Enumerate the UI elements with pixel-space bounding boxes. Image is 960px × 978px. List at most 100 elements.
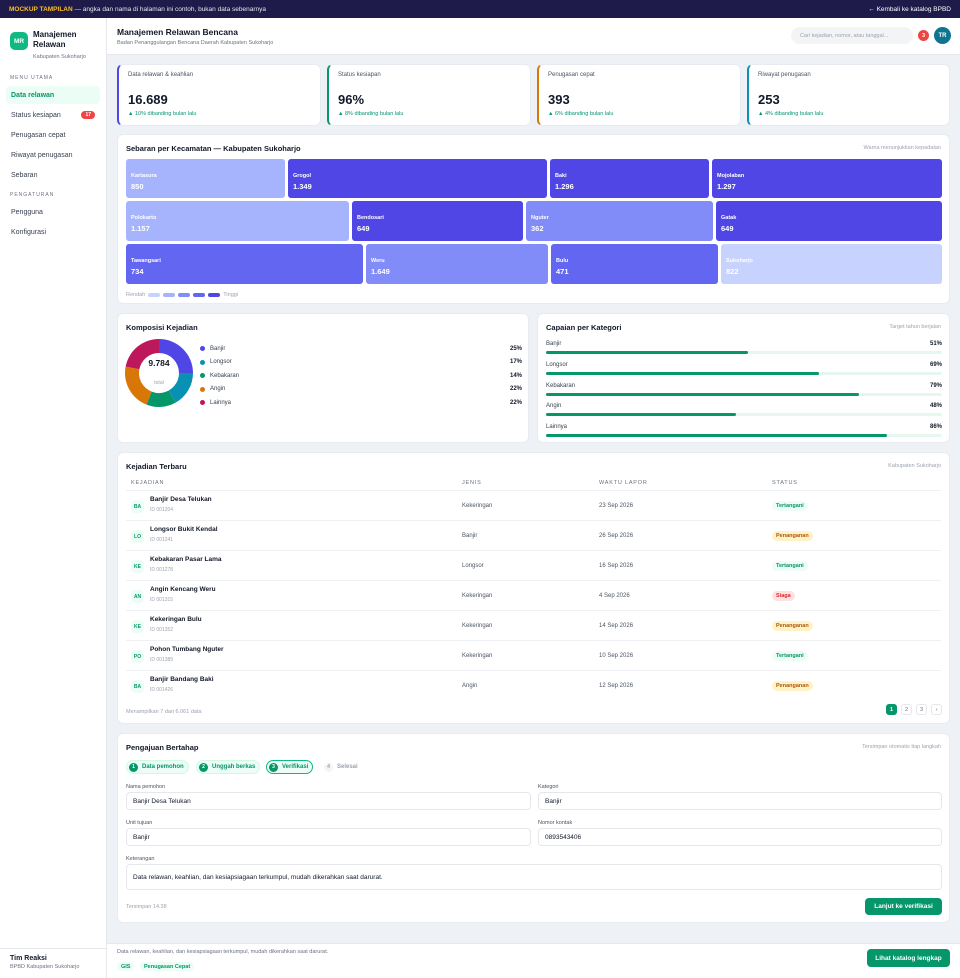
incident-time: 23 Sep 2026 [599,503,634,509]
table-row[interactable]: PO Pohon Tumbang Nguter ID 001389 Kekeringa… [126,640,941,670]
user-avatar[interactable]: TR [934,27,951,44]
progress-fill [546,434,887,437]
incident-time: 12 Sep 2026 [599,683,634,689]
tile-grogol[interactable]: Grogol 1.349 [288,159,547,198]
incident-name: Kebakaran Pasar Lama [150,556,222,563]
view-catalog-button[interactable]: Lihat katalog lengkap [867,949,950,967]
page-1-button[interactable]: 1 [886,704,897,715]
legend-row-lainnya: Lainnya 22% [200,396,522,410]
tag-penugasan-cepat: Penugasan Cepat [140,962,195,971]
tile-name: Weru [371,258,385,264]
sidebar-item-konfigurasi[interactable]: Konfigurasi [6,223,100,241]
sidebar-item-penugasan-cepat[interactable]: Penugasan cepat [6,126,100,144]
table-row[interactable]: LO Longsor Bukit Kendal ID 001241 Banjir 26 … [126,520,941,550]
status-badge: Siaga [772,591,795,601]
sidebar-item-label: Konfigurasi [11,228,47,236]
stat-value: 16.689 [128,92,168,107]
column-header-kejadian[interactable]: KEJADIAN [131,480,165,486]
tile-value: 1.349 [293,182,312,191]
legend-swatch [178,293,191,297]
incident-id: ID 001352 [150,627,174,633]
page-2-button[interactable]: 2 [901,704,912,715]
legend-row-banjir: Banjir 25% [200,342,522,356]
next-verify-button[interactable]: Lanjut ke verifikasi [865,898,942,915]
step-number: 1 [129,762,138,772]
step-label: Data pemohon [142,764,184,770]
sidebar-item-status-kesiapan[interactable]: Status kesiapan 17 [6,106,100,124]
keterangan-textarea[interactable]: Data relawan, keahlian, dan kesiapsiagaa… [126,864,942,890]
tile-baki[interactable]: Baki 1.296 [550,159,709,198]
tile-name: Bulu [556,258,569,264]
next-page-button[interactable]: › [931,704,942,715]
tile-weru[interactable]: Weru 1.649 [366,244,548,284]
stat-card-status-kesiapan: Status kesiapan 96% ▲ 8% dibanding bulan… [327,64,531,126]
progress-label: Longsor [546,362,568,368]
stat-label: Penugasan cepat [548,72,595,78]
tile-nguter[interactable]: Nguter 362 [526,201,713,241]
tile-tawangsari[interactable]: Tawangsari 734 [126,244,363,284]
stat-label: Data relawan & keahlian [128,72,194,78]
donut-slice-lainnya [125,339,159,370]
legend-swatch [163,293,176,297]
legend-row-kebakaran: Kebakaran 14% [200,369,522,383]
progress-fill [546,372,820,375]
progress-fill [546,413,737,416]
step-verifikasi[interactable]: 3 Verifikasi [266,760,314,774]
page-footer: Data relawan, keahlian, dan kesiapsiagaa… [107,943,960,978]
sidebar-item-riwayat-penugasan[interactable]: Riwayat penugasan [6,146,100,164]
stat-value: 96% [338,92,365,107]
tile-kartasura[interactable]: Kartasura 850 [126,159,285,198]
mockup-note: — angka dan nama di halaman ini contoh, … [74,5,267,13]
mockup-notice: MOCKUP TAMPILAN — angka dan nama di hala… [9,6,266,13]
incident-id: ID 001278 [150,567,174,573]
tile-polokarto[interactable]: Polokarto 1.157 [126,201,349,241]
table-row[interactable]: AN Angin Kencang Weru ID 001315 Kekeringan 4… [126,580,941,610]
step-data-pemohon[interactable]: 1 Data pemohon [126,760,189,774]
table-row[interactable]: KE Kebakaran Pasar Lama ID 001278 Longsor 16… [126,550,941,580]
incident-name: Longsor Bukit Kendal [150,526,218,533]
table-row[interactable]: BA Banjir Bandang Baki ID 001426 Angin 12 Se… [126,670,941,700]
column-header-jenis[interactable]: JENIS [462,480,482,486]
column-header-waktu[interactable]: WAKTU LAPOR [599,480,648,486]
nama-pemohon-field[interactable]: Banjir Desa Telukan [126,792,531,810]
treemap-card: Sebaran per Kecamatan — Kabupaten Sukoha… [117,134,950,304]
unit-tujuan-field[interactable]: Banjir [126,828,531,846]
incident-name: Pohon Tumbang Nguter [150,646,224,653]
sidebar-item-pengguna[interactable]: Pengguna [6,203,100,221]
legend-dot [200,386,205,392]
column-header-status[interactable]: STATUS [772,480,798,486]
back-to-catalog-link[interactable]: ← Kembali ke katalog BPBD [868,5,951,13]
tile-sukoharjo[interactable]: Sukoharjo 822 [721,244,942,284]
legend-dot [200,373,205,379]
nomor-kontak-label: Nomor kontak [538,820,573,826]
tile-value: 822 [726,267,739,276]
notification-badge[interactable]: 3 [918,30,929,41]
step-unggah-berkas[interactable]: 2 Unggah berkas [196,760,261,774]
tile-bulu[interactable]: Bulu 471 [551,244,718,284]
kategori-field[interactable]: Banjir [538,792,942,810]
sidebar: MR Manajemen Relawan Kabupaten Sukoharjo… [0,18,107,978]
tile-mojolaban[interactable]: Mojolaban 1.297 [712,159,942,198]
page-3-button[interactable]: 3 [916,704,927,715]
progress-row-longsor: Longsor 69% [546,362,942,382]
progress-label: Kebakaran [546,383,576,389]
search-input[interactable]: Cari kejadian, nomor, atau tanggal... [791,27,913,44]
stat-label: Riwayat penugasan [758,72,811,78]
legend-pct: 22% [509,399,522,406]
sidebar-item-data-relawan[interactable]: Data relawan [6,86,100,104]
table-row[interactable]: KE Kekeringan Bulu ID 001352 Kekeringan 14 S… [126,610,941,640]
sidebar-item-label: Status kesiapan [11,111,61,119]
step-number: 3 [269,762,278,772]
tile-bendosari[interactable]: Bendosari 649 [352,201,523,241]
tile-value: 1.649 [371,267,390,276]
tile-gatak[interactable]: Gatak 649 [716,201,942,241]
sidebar-item-sebaran[interactable]: Sebaran [6,166,100,184]
stat-card-penugasan-cepat: Penugasan cepat 393 ▲ 6% dibanding bulan… [537,64,741,126]
donut-total: 9.784 [148,358,170,368]
legend-high-label: Tinggi [223,292,239,298]
nomor-kontak-field[interactable]: 0893543406 [538,828,942,846]
app-region: Kabupaten Sukoharjo [33,54,86,60]
table-row[interactable]: BA Banjir Desa Telukan ID 001204 Kekeringan… [126,490,941,520]
step-selesai[interactable]: 4 Selesai [322,760,362,774]
progress-fill [546,393,859,396]
